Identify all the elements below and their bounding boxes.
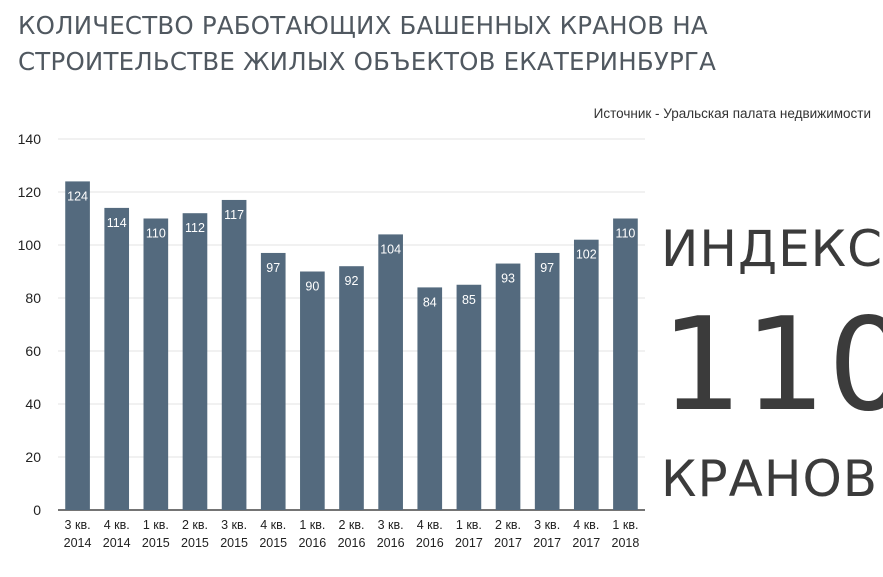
bar-chart: 0 20 40 60 80 100 120 140 124 3 кв. 2014 114 4 кв. 20… [18,131,645,550]
data-label: 90 [305,280,319,294]
x-tick-label: 2017 [533,536,561,550]
x-tick-label: 2014 [64,536,92,550]
y-tick-label: 40 [25,396,41,412]
data-label: 85 [462,293,476,307]
bar [573,239,599,510]
x-tick-label: 1 кв. [612,518,638,532]
x-tick-label: 2017 [572,536,600,550]
bar [613,218,638,510]
x-tick-label: 3 кв. [221,518,247,532]
data-label: 114 [107,216,127,230]
bar [260,252,286,510]
bar [339,266,364,510]
bar [534,252,560,510]
bar [65,181,90,510]
bar [378,234,403,510]
x-tick-label: 4 кв. [104,518,130,532]
x-tick-label: 2015 [181,536,209,550]
x-tick-label: 1 кв. [143,518,169,532]
x-tick-label: 2018 [612,536,640,550]
y-tick-label: 100 [18,237,42,253]
x-tick-label: 2015 [259,536,287,550]
x-tick-label: 2 кв. [182,518,208,532]
y-tick-label: 0 [33,502,41,518]
x-tick-label: 1 кв. [299,518,325,532]
data-label: 117 [224,208,244,222]
data-label: 97 [266,261,280,275]
x-tick-label: 4 кв. [260,518,286,532]
x-tick-label: 1 кв. [456,518,482,532]
data-label: 110 [615,227,635,241]
y-tick-label: 140 [18,131,42,147]
data-label: 84 [423,295,437,309]
x-tick-label: 2016 [416,536,444,550]
bar [221,199,247,510]
x-tick-label: 2016 [338,536,366,550]
source-note: Источник - Уральская палата недвижимости [593,106,871,121]
x-tick-label: 2017 [494,536,522,550]
y-tick-label: 60 [25,343,41,359]
x-tick-label: 2 кв. [495,518,521,532]
index-number: 110 [661,291,883,440]
data-label: 112 [185,221,205,235]
x-tick-label: 2017 [455,536,483,550]
x-tick-label: 3 кв. [534,518,560,532]
data-label: 110 [146,227,166,241]
index-unit-label: КРАНОВ [661,450,879,508]
x-tick-label: 3 кв. [378,518,404,532]
data-label: 97 [540,261,554,275]
index-label: ИНДЕКС [661,220,883,278]
chart-title-line2: СТРОИТЕЛЬСТВЕ ЖИЛЫХ ОБЪЕКТОВ ЕКАТЕРИНБУР… [18,47,717,76]
bar [495,263,521,510]
bar [182,213,208,510]
data-label: 92 [345,274,359,288]
bar [143,218,169,510]
chart-title-line1: КОЛИЧЕСТВО РАБОТАЮЩИХ БАШЕННЫХ КРАНОВ НА [18,11,708,40]
data-label: 102 [576,248,597,262]
x-tick-label: 2016 [298,536,326,550]
x-tick-label: 4 кв. [573,518,599,532]
data-label: 124 [67,189,88,203]
x-tick-label: 2014 [103,536,131,550]
x-tick-label: 2015 [142,536,170,550]
bar [300,271,325,510]
x-tick-label: 3 кв. [65,518,91,532]
bar [417,287,443,510]
data-label: 104 [380,242,401,256]
y-tick-label: 20 [25,449,41,465]
y-tick-label: 80 [25,290,41,306]
x-tick-label: 2016 [377,536,405,550]
bar [104,207,130,510]
x-tick-label: 4 кв. [417,518,443,532]
x-tick-label: 2015 [220,536,248,550]
x-tick-label: 2 кв. [338,518,364,532]
bar [456,284,482,510]
data-label: 93 [501,272,515,286]
y-tick-label: 120 [18,184,42,200]
chart-title: КОЛИЧЕСТВО РАБОТАЮЩИХ БАШЕННЫХ КРАНОВ НА… [18,8,838,80]
